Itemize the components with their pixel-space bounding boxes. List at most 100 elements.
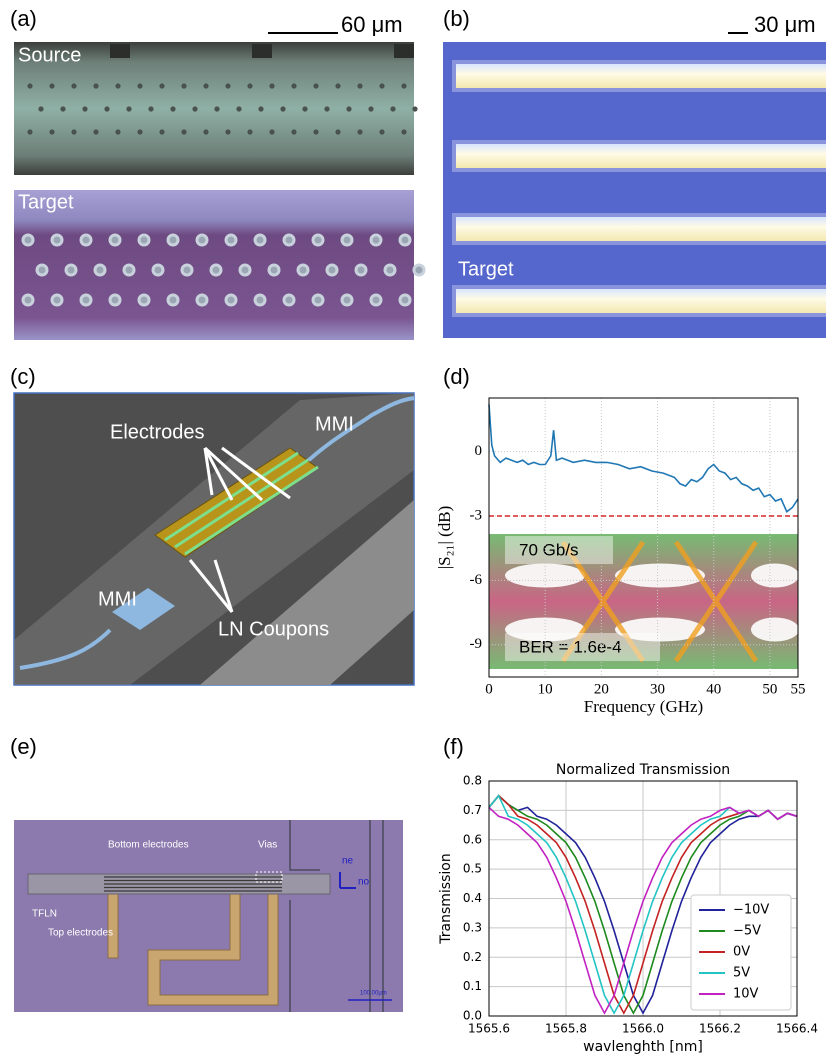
pattern-core bbox=[25, 297, 32, 304]
pattern-core bbox=[329, 267, 336, 274]
pattern-dot bbox=[357, 83, 362, 88]
legend-label: −10V bbox=[733, 903, 769, 918]
pattern-dot bbox=[104, 106, 109, 111]
microscope-image bbox=[14, 820, 403, 1012]
pattern-core bbox=[228, 237, 235, 244]
pattern-core bbox=[112, 237, 119, 244]
pattern-core bbox=[228, 297, 235, 304]
pattern-dot bbox=[203, 83, 208, 88]
pattern-dot bbox=[214, 106, 219, 111]
panel-label: (a) bbox=[10, 6, 37, 31]
pattern-dot bbox=[313, 83, 318, 88]
pattern-dot bbox=[401, 129, 406, 134]
x-tick-label: 1566.0 bbox=[622, 1022, 664, 1036]
pattern-dot bbox=[401, 83, 406, 88]
legend-label: 10V bbox=[733, 987, 759, 1002]
panel-label: (b) bbox=[443, 6, 470, 31]
pattern-dot bbox=[137, 129, 142, 134]
pattern-dot bbox=[335, 129, 340, 134]
pattern-dot bbox=[225, 83, 230, 88]
image-label: TFLN bbox=[32, 909, 57, 920]
x-tick-label: 30 bbox=[650, 681, 665, 697]
pattern-core bbox=[344, 297, 351, 304]
legend-label: −5V bbox=[733, 924, 761, 939]
pattern-core bbox=[271, 267, 278, 274]
pattern-core bbox=[402, 297, 409, 304]
pattern-core bbox=[199, 237, 206, 244]
render-label: MMI bbox=[98, 588, 137, 610]
image-label: no bbox=[358, 877, 370, 888]
y-tick-label: 0.6 bbox=[463, 832, 482, 846]
annotation: BER = 1.6e-4 bbox=[519, 637, 622, 656]
pattern-core bbox=[54, 237, 61, 244]
pattern-core bbox=[257, 297, 264, 304]
x-tick-label: 0 bbox=[485, 681, 493, 697]
image-label: Target bbox=[18, 191, 74, 213]
pattern-core bbox=[155, 267, 162, 274]
pattern-dot bbox=[368, 106, 373, 111]
pattern-core bbox=[184, 267, 191, 274]
pattern-core bbox=[358, 267, 365, 274]
pattern-core bbox=[141, 297, 148, 304]
pattern-dot bbox=[225, 129, 230, 134]
pattern-core bbox=[126, 267, 133, 274]
pattern-core bbox=[97, 267, 104, 274]
pattern-core bbox=[257, 237, 264, 244]
render-label: LN Coupons bbox=[218, 618, 329, 640]
pattern-dot bbox=[49, 129, 54, 134]
pattern-core bbox=[387, 267, 394, 274]
pattern-dot bbox=[181, 129, 186, 134]
pattern-dot bbox=[71, 83, 76, 88]
x-tick-label: 55 bbox=[791, 681, 806, 697]
pattern-core bbox=[54, 297, 61, 304]
coupon-bar bbox=[456, 144, 826, 168]
y-tick-label: 0.0 bbox=[463, 1009, 482, 1023]
x-axis-label: Frequency (GHz) bbox=[584, 697, 703, 716]
image-label: ne bbox=[342, 856, 354, 867]
coupon-bar bbox=[456, 217, 826, 241]
pattern-dot bbox=[60, 106, 65, 111]
pattern-dot bbox=[269, 83, 274, 88]
pattern-core bbox=[112, 297, 119, 304]
y-tick-label: -9 bbox=[470, 636, 483, 652]
pattern-dot bbox=[27, 129, 32, 134]
panel-label: (f) bbox=[443, 734, 464, 759]
pattern-core bbox=[315, 237, 322, 244]
legend-label: 0V bbox=[733, 945, 750, 960]
coupon-bar bbox=[456, 289, 826, 313]
pattern-dot bbox=[379, 129, 384, 134]
pattern-core bbox=[199, 297, 206, 304]
pattern-dot bbox=[412, 106, 417, 111]
legend-label: 5V bbox=[733, 966, 750, 981]
x-tick-label: 1565.6 bbox=[468, 1022, 510, 1036]
pattern-core bbox=[25, 237, 32, 244]
pattern-dot bbox=[126, 106, 131, 111]
pattern-core bbox=[344, 237, 351, 244]
pattern-dot bbox=[390, 106, 395, 111]
image-label: Vias bbox=[258, 840, 277, 851]
anchor bbox=[252, 44, 272, 58]
eye-opening bbox=[751, 564, 799, 588]
pattern-core bbox=[300, 267, 307, 274]
pattern-dot bbox=[291, 83, 296, 88]
pattern-dot bbox=[335, 83, 340, 88]
x-tick-label: 40 bbox=[706, 681, 721, 697]
pattern-dot bbox=[93, 83, 98, 88]
image-label: Top electrodes bbox=[48, 928, 113, 939]
figure: (a)60 μmSourceTarget(b)30 μmTarget(c)Ele… bbox=[0, 0, 829, 1057]
pattern-core bbox=[286, 237, 293, 244]
pattern-dot bbox=[170, 106, 175, 111]
y-axis-label: |S₂₁| (dB) bbox=[435, 506, 454, 570]
pattern-core bbox=[141, 237, 148, 244]
pattern-dot bbox=[280, 106, 285, 111]
pattern-dot bbox=[49, 83, 54, 88]
coupon-bar bbox=[456, 64, 826, 88]
anchor bbox=[394, 44, 414, 58]
pattern-dot bbox=[247, 129, 252, 134]
pattern-dot bbox=[291, 129, 296, 134]
pattern-dot bbox=[159, 129, 164, 134]
pattern-dot bbox=[27, 83, 32, 88]
pattern-core bbox=[373, 237, 380, 244]
pattern-dot bbox=[137, 83, 142, 88]
image-label: Target bbox=[458, 258, 514, 280]
